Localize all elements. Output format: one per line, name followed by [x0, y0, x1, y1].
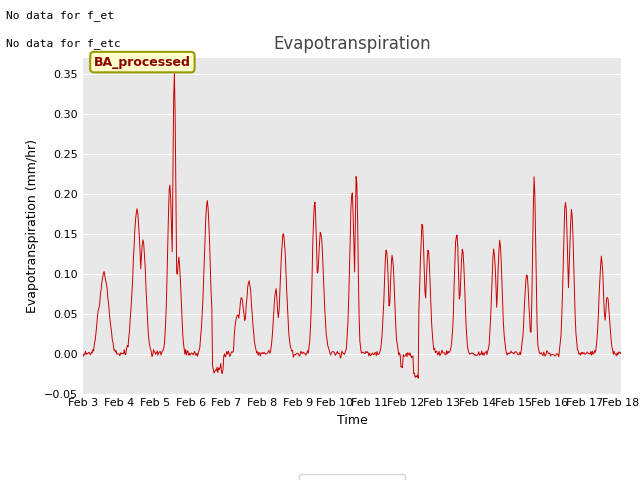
Legend: ET-Tower: ET-Tower — [300, 474, 404, 480]
Title: Evapotranspiration: Evapotranspiration — [273, 35, 431, 53]
X-axis label: Time: Time — [337, 414, 367, 427]
Text: No data for f_et: No data for f_et — [6, 10, 115, 21]
Text: No data for f_etc: No data for f_etc — [6, 38, 121, 49]
Y-axis label: Evapotranspiration (mm/hr): Evapotranspiration (mm/hr) — [26, 139, 39, 312]
Text: BA_processed: BA_processed — [94, 56, 191, 69]
